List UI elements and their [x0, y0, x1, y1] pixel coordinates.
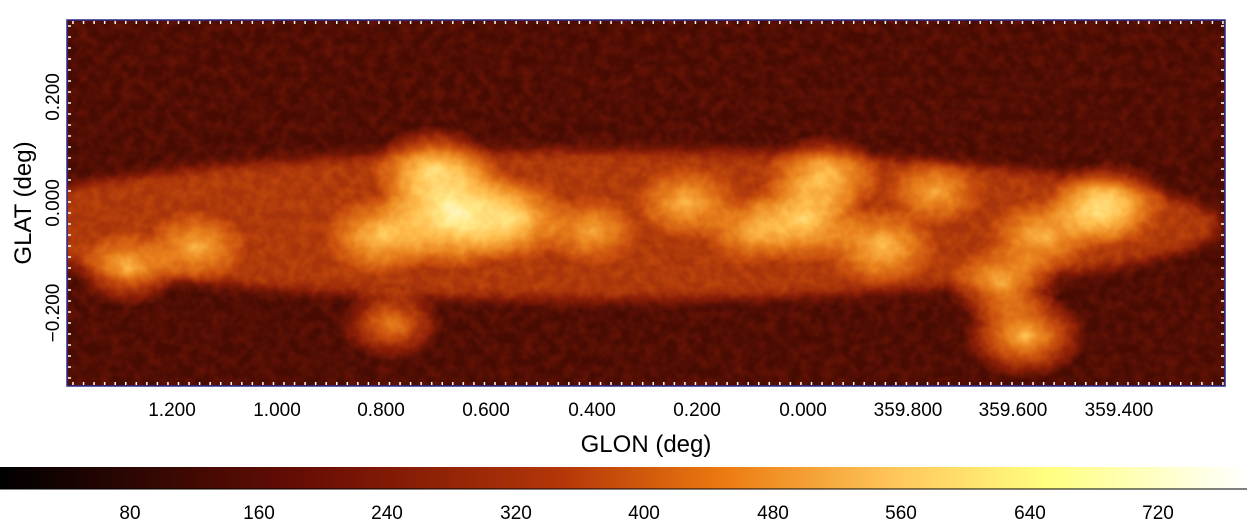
- y-tick-label: −0.200: [43, 284, 64, 343]
- x-tick-label: 0.200: [673, 400, 721, 421]
- y-tick-label: 0.000: [43, 179, 64, 227]
- plot-frame: [66, 19, 1226, 387]
- colorbar-tick-label: 400: [628, 503, 660, 524]
- y-tick-labels: 0.200 0.000 −0.200: [43, 73, 64, 342]
- emission-feature: [763, 133, 885, 218]
- y-axis-label: GLAT (deg): [10, 141, 37, 264]
- colorbar-tick-label: 320: [500, 503, 532, 524]
- colorbar-tick-label: 560: [885, 503, 917, 524]
- emission-blobs: [72, 124, 1170, 380]
- tick-marks: [68, 21, 1224, 385]
- colorbar: [0, 467, 1247, 490]
- colorbar-tick-labels: 80 160 240 320 400 480 560 640 720: [119, 503, 1173, 524]
- x-axis-label: GLON (deg): [581, 431, 712, 458]
- x-tick-label: 0.800: [357, 400, 405, 421]
- x-tick-label: 359.800: [874, 400, 943, 421]
- plot-area: [67, 20, 1225, 386]
- x-tick-label: 0.400: [568, 400, 616, 421]
- x-tick-labels: 1.200 1.000 0.800 0.600 0.400 0.200 0.00…: [148, 400, 1153, 421]
- x-tick-label: 359.400: [1085, 400, 1154, 421]
- emission-feature: [142, 209, 250, 285]
- emission-feature: [823, 206, 941, 288]
- colorbar-tick-label: 480: [757, 503, 789, 524]
- emission-feature: [1048, 160, 1170, 246]
- x-tick-label: 359.600: [979, 400, 1048, 421]
- emission-feature: [540, 194, 644, 267]
- x-tick-label: 0.000: [779, 400, 827, 421]
- emission-feature: [338, 286, 446, 362]
- x-tick-label: 1.000: [253, 400, 301, 421]
- emission-feature: [883, 155, 987, 229]
- x-tick-label: 1.200: [148, 400, 196, 421]
- x-tick-label: 0.600: [462, 400, 510, 421]
- emission-feature: [960, 290, 1089, 380]
- colorbar-tick-label: 720: [1142, 503, 1174, 524]
- colorbar-tick-label: 80: [119, 503, 140, 524]
- colorbar-gradient: [0, 467, 1247, 489]
- colorbar-tick-label: 640: [1014, 503, 1046, 524]
- colorbar-tick-label: 240: [371, 503, 403, 524]
- y-tick-label: 0.200: [43, 73, 64, 121]
- colorbar-tick-label: 160: [243, 503, 275, 524]
